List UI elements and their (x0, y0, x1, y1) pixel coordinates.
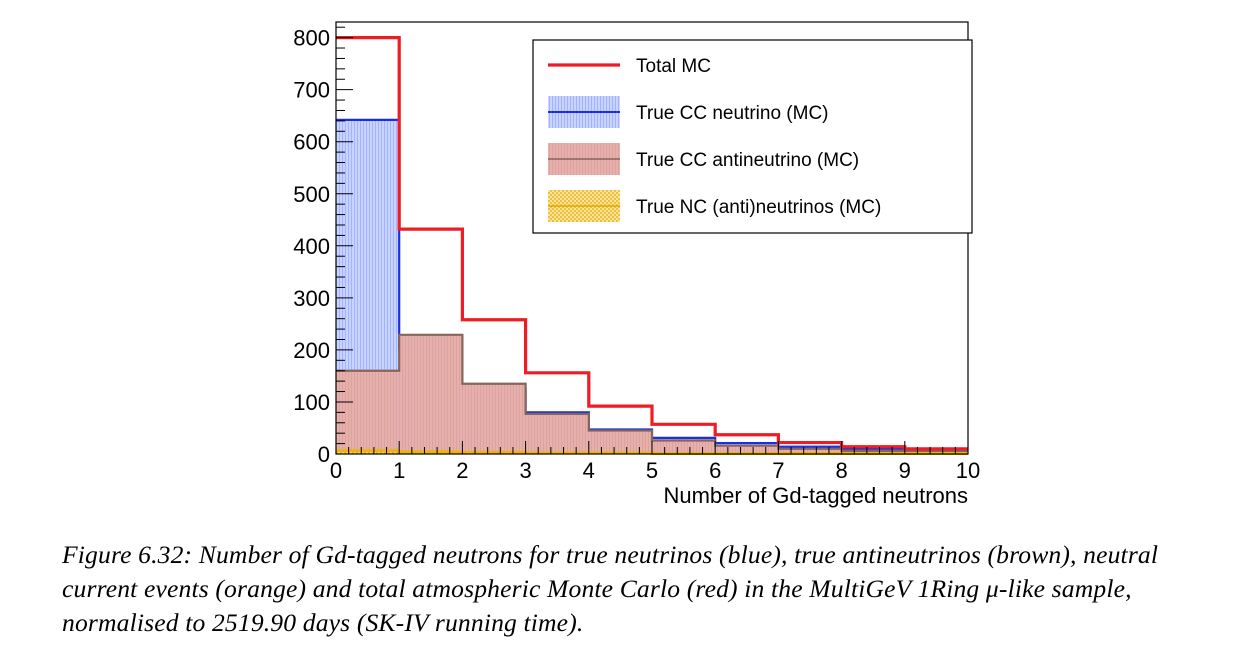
x-tick-label: 8 (835, 458, 847, 483)
cc-antineutrino-bar (715, 445, 779, 454)
legend-label: True CC neutrino (MC) (636, 103, 829, 124)
cc-antineutrino-bar (399, 334, 463, 454)
legend: Total MC True CC neutrino (MC) True CC ant… (532, 39, 973, 234)
cc-antineutrino-bar (778, 448, 842, 454)
legend-label: Total MC (636, 56, 711, 77)
x-tick-label: 1 (393, 458, 405, 483)
cc-antineutrino-bar (462, 383, 526, 454)
x-tick-label: 7 (772, 458, 784, 483)
y-tick-label: 400 (293, 234, 330, 259)
y-tick-label: 100 (293, 390, 330, 415)
x-tick-label: 5 (646, 458, 658, 483)
y-tick-label: 200 (293, 338, 330, 363)
legend-label: True NC (anti)neutrinos (MC) (636, 197, 881, 218)
x-tick-label: 6 (709, 458, 721, 483)
axis-ticks (335, 26, 969, 455)
x-tick-label: 10 (956, 458, 980, 483)
y-tick-label: 800 (293, 26, 330, 51)
cc-antineutrino-bar (588, 430, 652, 454)
x-tick-label: 4 (583, 458, 595, 483)
cc-antineutrino-bar (652, 440, 716, 454)
y-tick-label: 600 (293, 130, 330, 155)
x-tick-label: 2 (456, 458, 468, 483)
legend-label: True CC antineutrino (MC) (636, 150, 859, 171)
x-tick-label: 9 (899, 458, 911, 483)
y-tick-label: 500 (293, 182, 330, 207)
figure-caption: Figure 6.32: Number of Gd-tagged neutron… (62, 540, 1159, 637)
x-tick-label: 0 (330, 458, 342, 483)
y-tick-label: 300 (293, 286, 330, 311)
x-tick-label: 3 (519, 458, 531, 483)
nc-neutrino-bar (336, 450, 400, 454)
cc-antineutrino-bar (525, 413, 589, 454)
cc-antineutrino-bar (336, 370, 400, 454)
y-tick-label: 0 (318, 442, 330, 467)
x-axis-label: Number of Gd-tagged neutrons (663, 483, 968, 508)
y-tick-label: 700 (293, 78, 330, 103)
